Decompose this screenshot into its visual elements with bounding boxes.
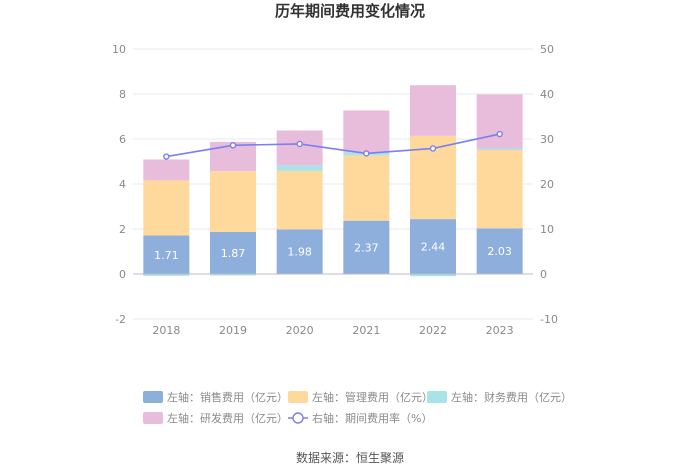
legend-label: 左轴：研发费用（亿元） [167,411,288,425]
bar-3-2022[interactable] [410,85,456,136]
legend-item[interactable]: 左轴：财务费用（亿元） [427,390,572,404]
grid [133,48,533,320]
left-axis: -2 0 2 4 6 8 10 [112,43,126,326]
legend-swatch-icon [143,412,163,424]
left-tick-label: 6 [119,133,126,146]
bar-2-2022[interactable] [410,274,456,277]
bar-2-2020[interactable] [276,165,323,171]
right-axis: -10 0 10 20 30 40 50 [540,43,558,326]
bar-3-2018[interactable] [143,159,190,181]
legend-label: 左轴：财务费用（亿元） [451,390,572,404]
legend-item[interactable]: 左轴：销售费用（亿元） [143,390,288,404]
legend-item[interactable]: 左轴：管理费用（亿元） [288,390,433,404]
right-tick-label: -10 [540,313,558,326]
bar-0-2020[interactable] [276,229,323,274]
bar-1-2021[interactable] [343,155,390,221]
legend-swatch-icon [143,391,163,403]
right-tick-label: 0 [540,268,547,281]
x-tick-label: 2020 [286,324,314,337]
bar-value-label: 1.87 [221,247,246,260]
legend-swatch-icon [288,391,308,403]
bar-value-label: 2.03 [487,245,512,258]
bar-0-2021[interactable] [343,220,390,274]
rate-line [163,130,503,160]
legend-label: 左轴：销售费用（亿元） [167,390,288,404]
bar-3-2021[interactable] [343,110,390,153]
bar-0-2022[interactable] [410,219,456,274]
bar-value-label: 1.98 [287,246,312,259]
bar-labels: 1.71 1.87 1.98 2.37 2.44 2.03 [154,241,512,262]
bar-value-label: 2.44 [421,241,446,254]
bar-value-label: 1.71 [154,249,179,262]
x-tick-label: 2021 [352,324,380,337]
left-tick-label: 2 [119,223,126,236]
chart-title: 历年期间费用变化情况 [275,2,425,20]
bar-1-2023[interactable] [476,149,523,229]
x-axis: 2018 2019 2020 2021 2022 2023 [152,324,513,337]
left-tick-label: 8 [119,88,126,101]
right-tick-label: 10 [540,223,554,236]
bar-3-2020[interactable] [276,130,323,166]
right-tick-label: 40 [540,88,554,101]
left-tick-label: 10 [112,43,126,56]
x-tick-label: 2019 [219,324,247,337]
bar-1-2018[interactable] [143,180,190,236]
bars [143,85,523,277]
bar-1-2020[interactable] [276,170,323,230]
bar-3-2023[interactable] [476,94,523,149]
left-tick-label: 0 [119,268,126,281]
rate-point-2020[interactable] [296,140,303,148]
x-tick-label: 2018 [152,324,180,337]
legend-swatch-icon [427,391,447,403]
source-note: 数据来源：恒生聚源 [296,450,404,465]
legend-item[interactable]: 左轴：研发费用（亿元） [143,411,288,425]
legend[interactable]: 左轴：销售费用（亿元） 左轴：管理费用（亿元） 左轴：财务费用（亿元） 左轴：研发费用… [143,390,572,425]
x-tick-label: 2023 [486,324,514,337]
rate-point-2022[interactable] [429,145,437,152]
left-tick-label: -2 [115,313,126,326]
bar-1-2019[interactable] [210,171,256,232]
legend-label: 左轴：管理费用（亿元） [312,390,433,404]
x-tick-label: 2022 [419,324,447,337]
bar-2-2023[interactable] [476,148,523,150]
right-tick-label: 20 [540,178,554,191]
rate-point-2021[interactable] [363,150,370,157]
rate-line-path [166,133,500,158]
bar-2-2019[interactable] [210,274,256,276]
legend-label: 右轴：期间费用率（%） [312,411,432,425]
legend-item[interactable]: 右轴：期间费用率（%） [288,411,432,425]
rate-point-2023[interactable] [496,130,503,138]
right-tick-label: 30 [540,133,554,146]
left-tick-label: 4 [119,178,126,191]
rate-point-2018[interactable] [163,153,170,160]
bar-2-2018[interactable] [143,274,190,276]
legend-marker-icon [292,412,304,424]
bar-value-label: 2.37 [354,241,379,254]
bar-0-2023[interactable] [476,228,523,274]
rate-point-2019[interactable] [229,142,237,149]
bar-0-2018[interactable] [143,235,190,274]
right-tick-label: 50 [540,43,554,56]
bar-0-2019[interactable] [210,231,256,274]
